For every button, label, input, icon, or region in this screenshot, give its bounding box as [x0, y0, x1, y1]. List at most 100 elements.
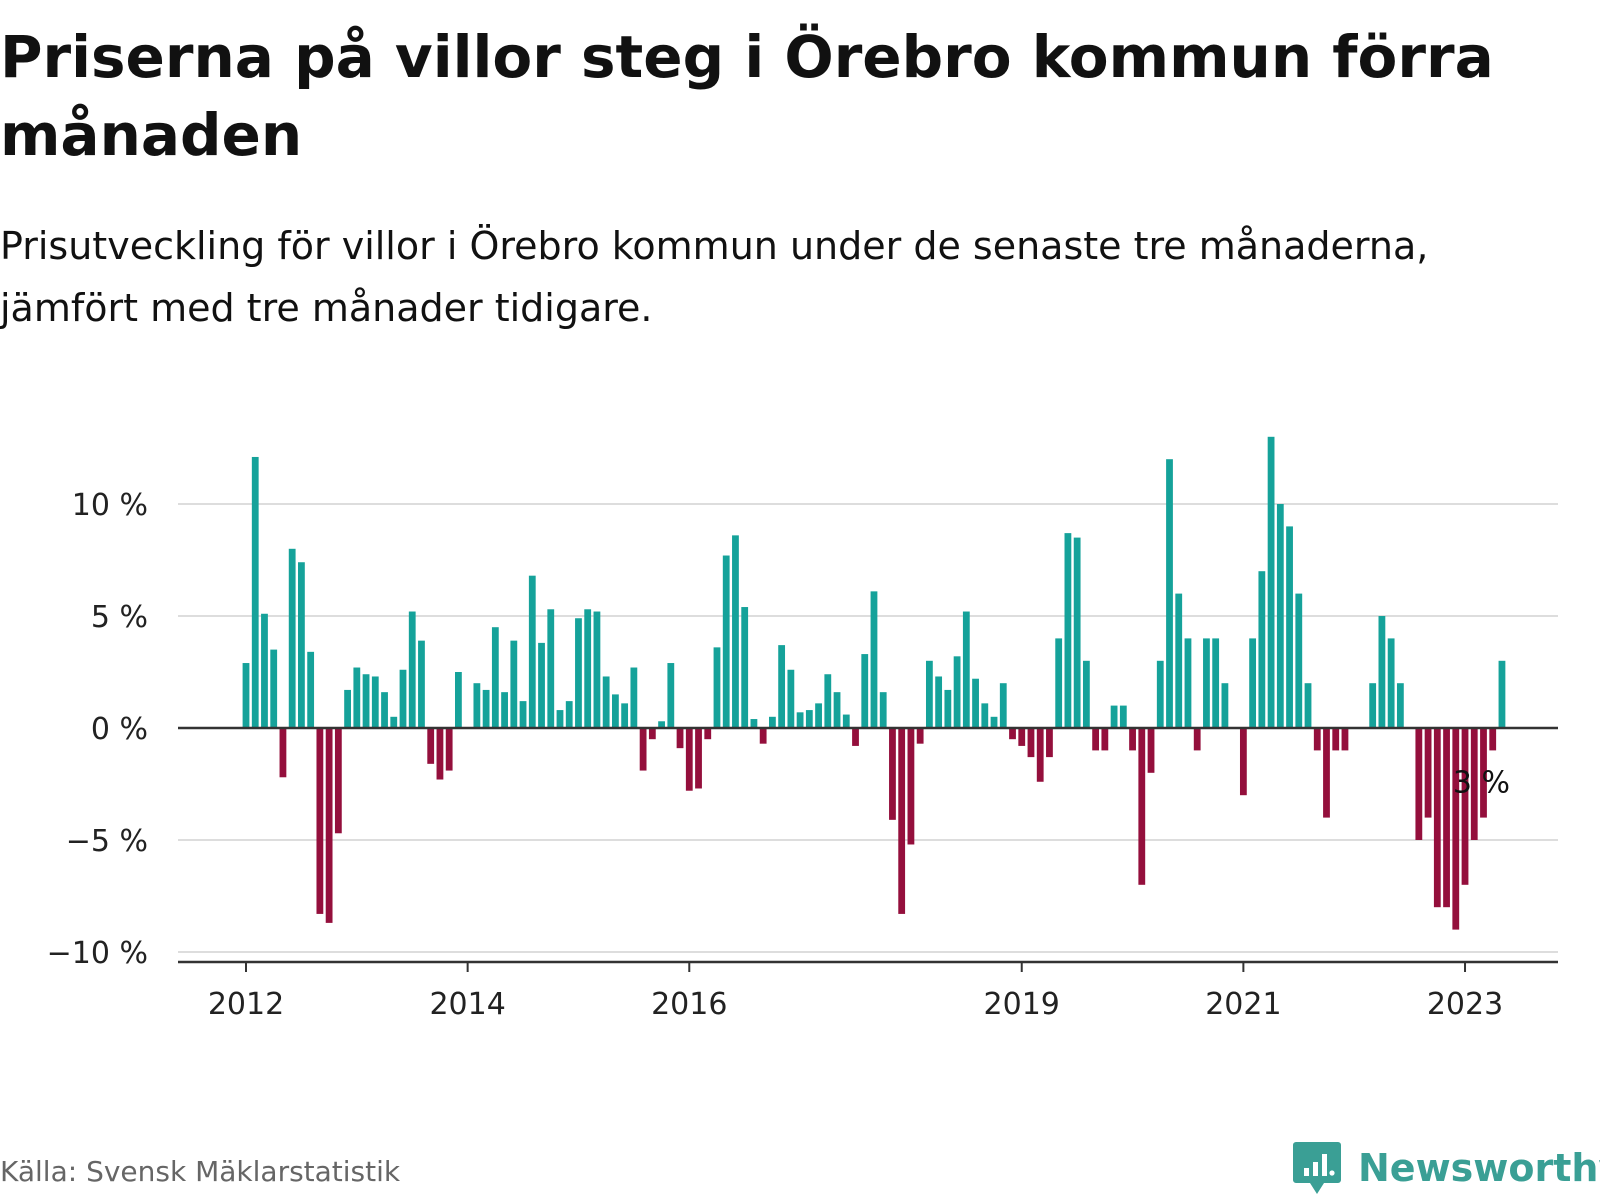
bar	[1046, 728, 1053, 758]
bar	[1156, 660, 1164, 728]
bar	[962, 611, 970, 728]
bar	[907, 728, 915, 845]
bar	[399, 669, 407, 728]
bars	[242, 436, 1506, 930]
bar	[1267, 436, 1275, 728]
bar	[713, 647, 721, 728]
x-tick-label: 2014	[429, 987, 505, 1022]
bar	[288, 548, 296, 728]
x-tick-label: 2023	[1427, 987, 1503, 1022]
brand-name: Newsworthy	[1358, 1146, 1600, 1190]
bar	[1009, 728, 1016, 740]
bar	[935, 676, 943, 728]
bar	[1212, 638, 1220, 728]
bar	[1378, 616, 1386, 728]
bar	[750, 719, 758, 728]
bar	[1082, 660, 1090, 728]
y-axis-ticks: 10 % 5 % 0 % −5 % −10 %	[47, 488, 148, 971]
bar	[565, 701, 573, 728]
bar	[556, 710, 564, 728]
bar	[427, 728, 435, 764]
bar	[1415, 728, 1423, 840]
bar	[491, 627, 499, 728]
bar	[1258, 571, 1266, 728]
bar	[667, 663, 675, 728]
last-value-label: 3 %	[1453, 766, 1510, 801]
bar	[889, 728, 896, 820]
bar	[436, 728, 444, 780]
bar	[1129, 728, 1136, 751]
bar	[741, 607, 749, 728]
bar	[981, 703, 989, 728]
bar	[676, 728, 684, 749]
bar	[842, 714, 850, 728]
bar	[824, 674, 832, 728]
bar	[519, 701, 527, 728]
bar	[445, 728, 453, 771]
bar	[1101, 728, 1109, 751]
bar	[972, 678, 979, 728]
bar	[695, 728, 702, 789]
bar	[242, 663, 250, 728]
y-tick-label: 10 %	[72, 488, 148, 523]
bar	[1110, 705, 1118, 728]
bar	[805, 710, 813, 728]
bar	[990, 716, 998, 728]
bar	[473, 683, 481, 728]
chart-subtitle: Prisutveckling för villor i Örebro kommu…	[0, 224, 1429, 330]
bar	[1175, 593, 1183, 728]
bar	[1323, 728, 1330, 818]
newsworthy-logo: Newsworthy	[1292, 1140, 1600, 1196]
bar	[722, 555, 730, 728]
bar	[1092, 728, 1100, 751]
bar	[861, 654, 869, 728]
bar	[390, 716, 398, 728]
bar	[602, 676, 610, 728]
annotations: 3 %	[1453, 766, 1510, 801]
bar	[999, 683, 1007, 728]
bar	[251, 456, 259, 728]
bar	[584, 609, 592, 728]
bar	[1138, 728, 1146, 885]
bar	[953, 656, 961, 728]
bar	[1064, 533, 1072, 728]
bar	[325, 728, 333, 923]
bar	[1193, 728, 1201, 751]
bar	[575, 618, 582, 728]
bar	[1498, 660, 1506, 728]
y-tick-label: −10 %	[47, 936, 148, 971]
bar	[1276, 504, 1284, 728]
bar	[658, 721, 665, 728]
bar	[704, 728, 712, 740]
y-tick-label: 0 %	[91, 712, 148, 747]
bar	[279, 728, 287, 778]
bar	[371, 676, 379, 728]
bar	[759, 728, 767, 744]
bar	[1221, 683, 1229, 728]
newsworthy-logo-icon	[1293, 1142, 1341, 1194]
bar	[1470, 728, 1478, 840]
bar	[501, 692, 508, 728]
bar	[270, 649, 278, 728]
bar	[1433, 728, 1441, 908]
bar	[547, 609, 555, 728]
bar	[732, 535, 739, 728]
x-tick-label: 2021	[1205, 987, 1281, 1022]
bar	[408, 611, 416, 728]
bar	[944, 689, 952, 728]
bar	[353, 667, 361, 728]
bar	[1036, 728, 1044, 782]
bar	[1387, 638, 1395, 728]
bar	[1249, 638, 1257, 728]
bar	[925, 660, 933, 728]
bar	[418, 640, 425, 728]
chart-title: Priserna på villor steg i Örebro kommun …	[0, 23, 1494, 169]
bar	[870, 591, 878, 728]
bar	[1203, 638, 1210, 728]
bar	[1286, 526, 1293, 728]
bar	[381, 692, 388, 728]
bar	[630, 667, 638, 728]
bar	[852, 728, 859, 746]
bar	[612, 694, 619, 728]
